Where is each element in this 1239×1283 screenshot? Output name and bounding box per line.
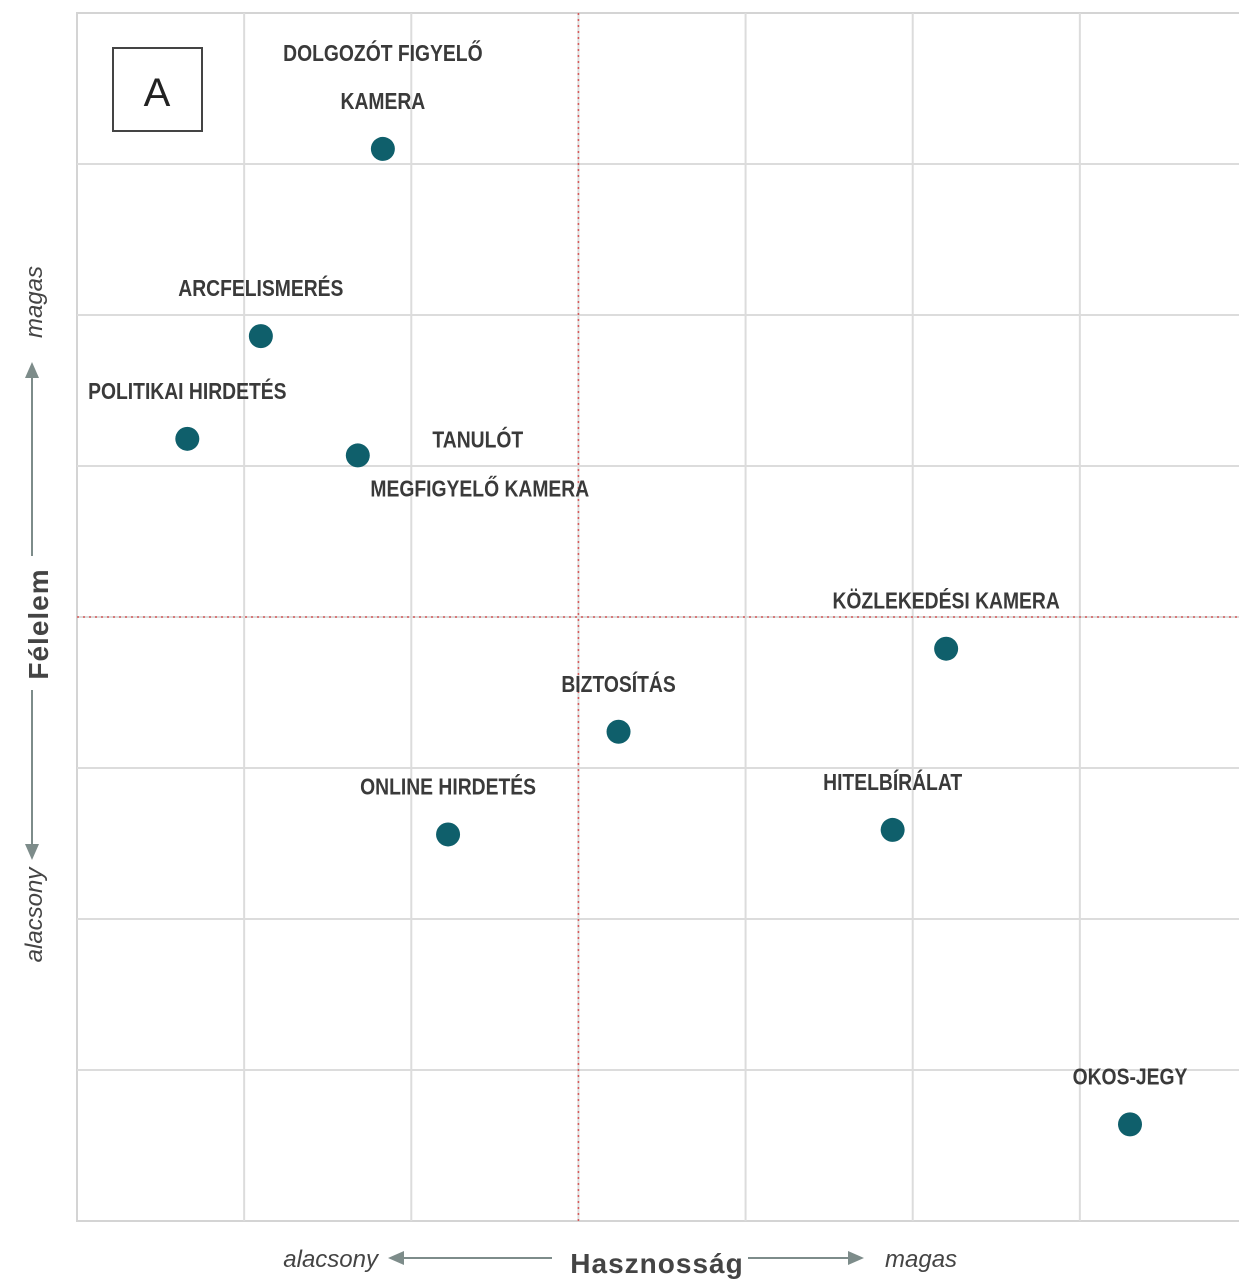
x-axis-high-label: magas bbox=[885, 1246, 957, 1273]
x-axis-low-label: alacsony bbox=[283, 1246, 380, 1273]
data-point bbox=[248, 324, 273, 349]
point-label: BIZTOSÍTÁS bbox=[561, 670, 675, 697]
panel-label-box: A bbox=[112, 47, 203, 132]
point-label: ARCFELISMERÉS bbox=[178, 274, 343, 301]
point-label: KAMERA bbox=[341, 89, 426, 114]
point-label: OKOS-JEGY bbox=[1073, 1065, 1188, 1090]
point-label: HITELBÍRÁLAT bbox=[823, 768, 962, 795]
data-point bbox=[1118, 1112, 1142, 1137]
data-point bbox=[175, 426, 200, 451]
x-axis-legend: alacsony Hasznosság magas bbox=[283, 1246, 957, 1279]
y-axis-low-label: alacsony bbox=[21, 866, 48, 963]
y-axis-legend: magas Félelem alacsony bbox=[21, 266, 54, 962]
panel-label: A bbox=[144, 71, 171, 115]
point-label: DOLGOZÓT FIGYELŐ bbox=[283, 39, 482, 66]
y-axis-title: Félelem bbox=[23, 568, 54, 679]
point-labels: DOLGOZÓT FIGYELŐ KAMERA ARCFELISMERÉS POLIT… bbox=[88, 39, 1187, 1090]
data-point bbox=[606, 719, 631, 744]
data-point bbox=[345, 443, 370, 468]
data-points bbox=[175, 136, 1142, 1137]
point-label: KÖZLEKEDÉSI KAMERA bbox=[832, 587, 1059, 614]
y-axis-high-label: magas bbox=[21, 266, 48, 338]
point-label: POLITIKAI HIRDETÉS bbox=[88, 377, 286, 404]
data-point bbox=[880, 817, 905, 842]
data-point bbox=[370, 136, 395, 161]
data-point bbox=[436, 822, 461, 847]
data-point bbox=[934, 636, 959, 661]
x-axis-right-arrow-icon bbox=[848, 1251, 864, 1265]
y-axis-down-arrow-icon bbox=[25, 844, 39, 860]
x-axis-left-arrow-icon bbox=[388, 1251, 404, 1265]
y-axis-up-arrow-icon bbox=[25, 362, 39, 378]
point-label: TANULÓT bbox=[432, 426, 523, 453]
point-label: MEGFIGYELŐ KAMERA bbox=[370, 475, 589, 502]
x-axis-title: Hasznosság bbox=[570, 1248, 743, 1279]
point-label: ONLINE HIRDETÉS bbox=[360, 773, 536, 800]
